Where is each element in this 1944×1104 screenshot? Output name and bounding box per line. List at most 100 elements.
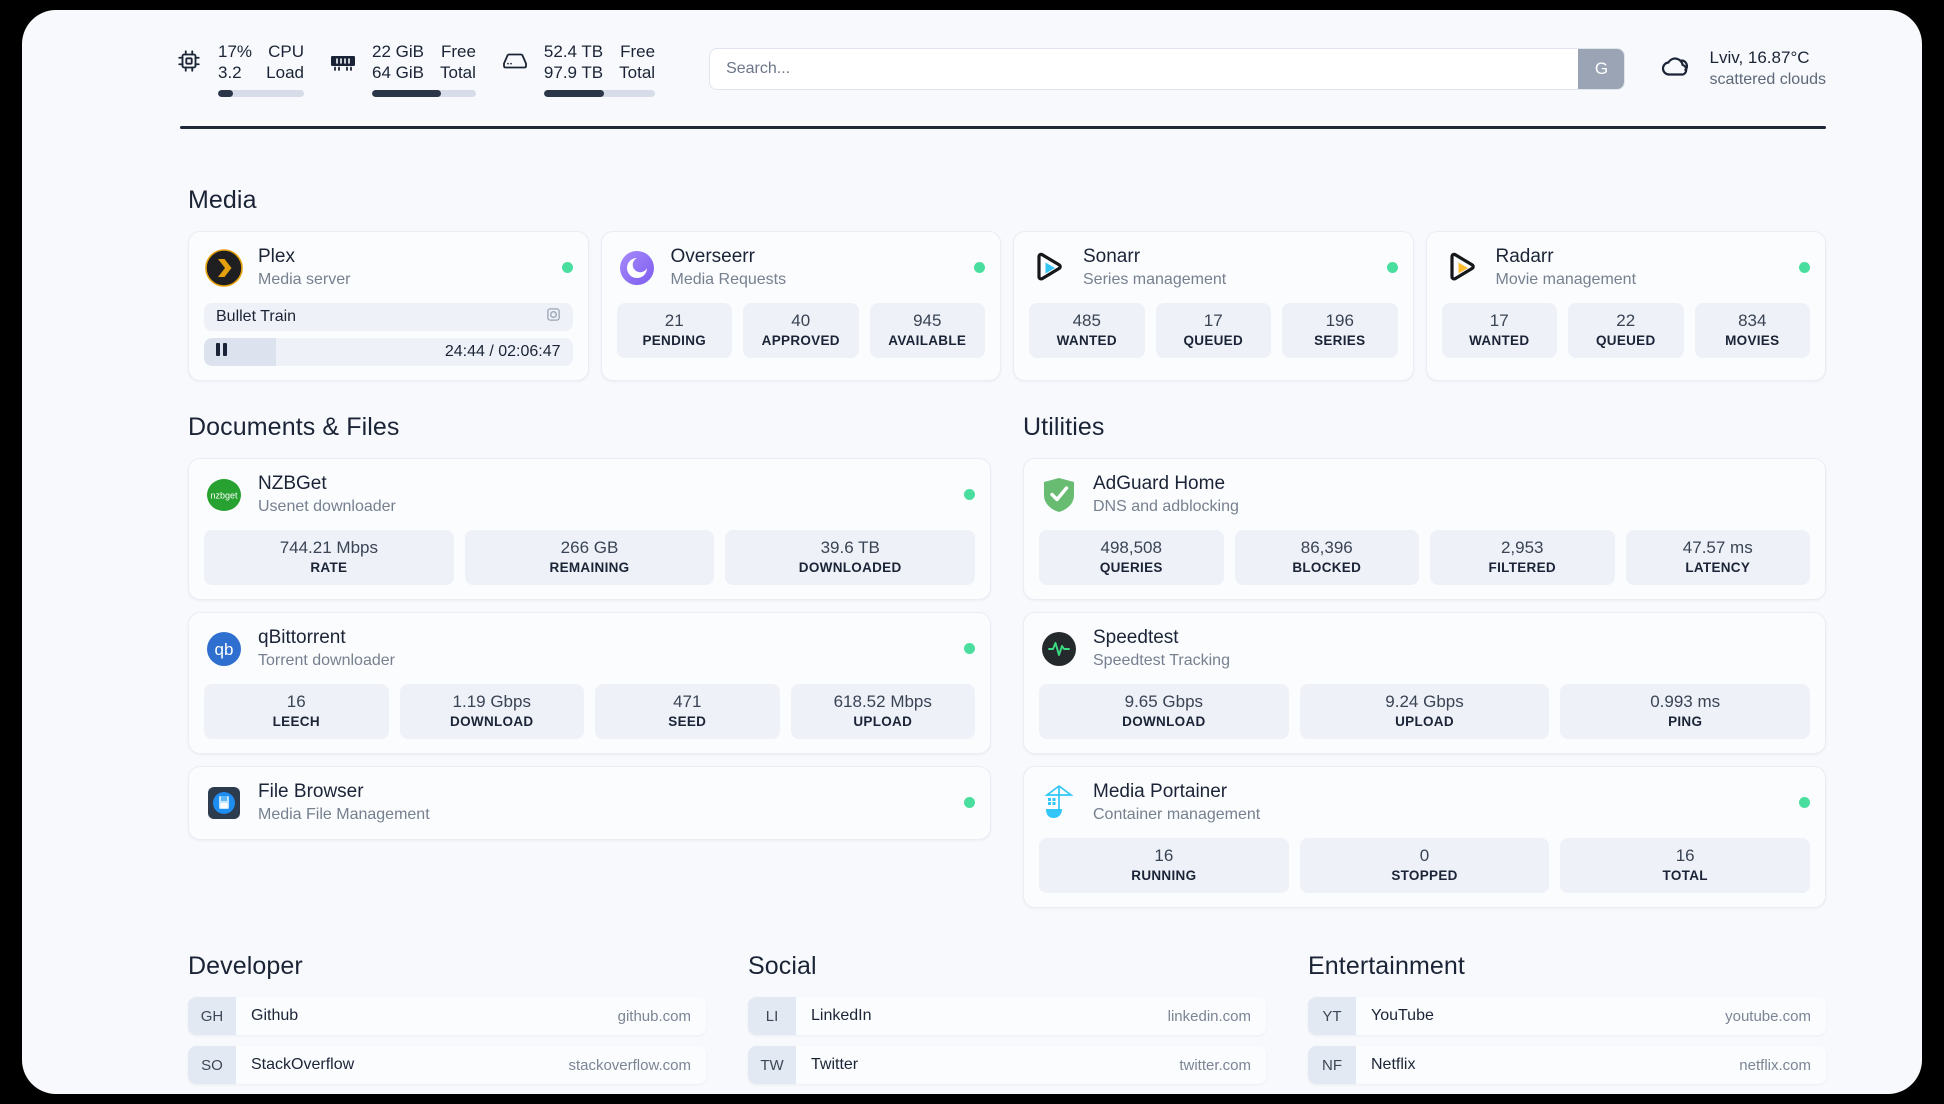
bookmark-url: linkedin.com <box>1167 1007 1251 1025</box>
stat-item: 945 AVAILABLE <box>869 303 985 358</box>
status-indicator <box>1799 797 1810 808</box>
service-name: Radarr <box>1495 246 1554 267</box>
service-card-file-browser[interactable]: File Browser Media File Management <box>188 766 991 840</box>
stat-value: 744.21 Mbps <box>279 538 378 557</box>
search-input[interactable] <box>710 60 1579 78</box>
status-indicator <box>561 262 573 273</box>
weather-condition: scattered clouds <box>1709 71 1826 88</box>
stat-value: 196 <box>1325 311 1354 330</box>
dashboard-main: Media Plex Media server <box>22 142 1922 1094</box>
disk-label-top: Free <box>620 42 656 61</box>
service-name: qBittorrent <box>258 627 346 648</box>
service-card-sonarr[interactable]: Sonarr Series management 485 WANTED 17 Q… <box>1013 231 1414 381</box>
bookmark-name: Github <box>251 1007 299 1024</box>
header-divider <box>180 126 1826 129</box>
now-playing-time: 24:44 / 02:06:47 <box>444 343 561 360</box>
section-title-utilities: Utilities <box>1023 413 1105 441</box>
status-indicator <box>964 489 975 500</box>
bookmark-name: LinkedIn <box>811 1007 872 1024</box>
service-card-radarr[interactable]: Radarr Movie management 17 WANTED 22 QUE… <box>1425 231 1826 381</box>
stat-value: 16 <box>1154 846 1174 865</box>
stat-label: RATE <box>310 560 348 575</box>
stat-item: 16 RUNNING <box>1039 838 1289 893</box>
service-name: Sonarr <box>1083 246 1141 267</box>
bookmark-item-stackoverflow[interactable]: SO StackOverflow stackoverflow.com <box>188 1046 706 1084</box>
bookmark-group-social: Social LI LinkedIn linkedin.com TW Twitt… <box>748 952 1266 1094</box>
plex-icon <box>204 248 244 288</box>
adguard-shield-icon <box>1039 475 1079 515</box>
stat-label: DOWNLOAD <box>450 714 534 729</box>
card-header: Sonarr Series management <box>1029 245 1398 290</box>
column-documents: Documents & Files nzbget NZBGet Usenet d… <box>188 413 991 908</box>
stat-row: 17 WANTED 22 QUEUED 834 MOVIES <box>1441 303 1810 358</box>
card-header: AdGuard Home DNS and adblocking <box>1039 472 1810 517</box>
stat-item: 40 APPROVED <box>743 303 859 358</box>
bookmark-item-youtube[interactable]: YT YouTube youtube.com <box>1308 997 1826 1035</box>
stat-label: UPLOAD <box>1395 714 1454 729</box>
bookmark-list: LI LinkedIn linkedin.com TW Twitter twit… <box>748 997 1266 1094</box>
stat-item: 1.19 Gbps DOWNLOAD <box>399 684 584 739</box>
bookmark-url: youtube.com <box>1725 1007 1811 1025</box>
system-monitors: 17% CPU 3.2 Load <box>172 41 656 97</box>
stat-item: 39.6 TB DOWNLOADED <box>725 530 976 585</box>
stat-item: 9.65 Gbps DOWNLOAD <box>1039 684 1289 739</box>
service-card-qbittorrent[interactable]: qb qBittorrent Torrent downloader 16 LEE… <box>188 612 991 754</box>
stat-item: 17 QUEUED <box>1155 303 1271 358</box>
stat-label: AVAILABLE <box>888 333 967 348</box>
search-engine-button[interactable]: G <box>1578 49 1625 89</box>
service-card-plex[interactable]: Plex Media server Bullet Train <box>188 231 589 381</box>
stat-row: 744.21 Mbps RATE 266 GB REMAINING 39.6 T… <box>204 530 976 585</box>
stat-label: FILTERED <box>1488 560 1556 575</box>
bookmark-item-github[interactable]: GH Github github.com <box>188 997 706 1035</box>
now-playing-title: Bullet Train <box>216 308 297 325</box>
bookmark-badge: YT <box>1308 997 1356 1035</box>
card-header: File Browser Media File Management <box>204 780 975 825</box>
service-name: Plex <box>258 246 295 267</box>
weather-widget: Lviv, 16.87°C scattered clouds <box>1659 47 1826 91</box>
stat-label: SERIES <box>1314 333 1366 348</box>
service-card-nzbget[interactable]: nzbget NZBGet Usenet downloader 744.21 M… <box>188 458 991 600</box>
stat-label: LEECH <box>272 714 320 729</box>
bookmark-item-netflix[interactable]: NF Netflix netflix.com <box>1308 1046 1826 1084</box>
bookmark-item-twitter[interactable]: TW Twitter twitter.com <box>748 1046 1266 1084</box>
bookmark-item-linkedin[interactable]: LI LinkedIn linkedin.com <box>748 997 1266 1035</box>
stat-item: 498,508 QUERIES <box>1039 530 1224 585</box>
bookmark-name: Netflix <box>1371 1056 1416 1073</box>
stat-label: LATENCY <box>1685 560 1751 575</box>
stat-item: 22 QUEUED <box>1568 303 1684 358</box>
service-card-adguard-home[interactable]: AdGuard Home DNS and adblocking 498,508 … <box>1023 458 1826 600</box>
section-title-media: Media <box>188 186 257 214</box>
cpu-icon <box>172 41 206 81</box>
stat-value: 86,396 <box>1300 538 1353 557</box>
stat-value: 16 <box>286 692 306 711</box>
service-description: Series management <box>1083 271 1227 288</box>
service-card-speedtest[interactable]: Speedtest Speedtest Tracking 9.65 Gbps D… <box>1023 612 1826 754</box>
stat-label: DOWNLOAD <box>1122 714 1206 729</box>
file-browser-icon <box>204 783 244 823</box>
cast-icon[interactable] <box>546 307 561 327</box>
stat-row: 21 PENDING 40 APPROVED 945 AVAILABLE <box>616 303 985 358</box>
pause-icon[interactable] <box>216 343 227 361</box>
bookmark-group-entertainment: Entertainment YT YouTube youtube.com NF … <box>1308 952 1826 1094</box>
stat-label: MOVIES <box>1725 333 1780 348</box>
stat-value: 22 <box>1616 311 1636 330</box>
search-engine-label: G <box>1594 59 1609 78</box>
stat-row: 16 LEECH 1.19 Gbps DOWNLOAD 471 SEED 6 <box>204 684 975 739</box>
service-card-media-portainer[interactable]: Media Portainer Container management 16 … <box>1023 766 1826 908</box>
search-bar[interactable]: G <box>709 48 1626 90</box>
cpu-load-value: 3.2 <box>218 63 242 82</box>
service-card-overseerr[interactable]: Overseerr Media Requests 21 PENDING 40 A… <box>600 231 1001 381</box>
progress-fill <box>204 338 276 366</box>
stat-label: UPLOAD <box>853 714 913 729</box>
stat-label: STOPPED <box>1391 868 1458 883</box>
now-playing-progress[interactable]: 24:44 / 02:06:47 <box>204 338 573 366</box>
stat-row: 16 RUNNING 0 STOPPED 16 TOTAL <box>1039 838 1811 893</box>
stat-value: 21 <box>664 311 684 330</box>
bookmark-badge: TW <box>748 1046 796 1084</box>
card-header: Overseerr Media Requests <box>617 245 985 290</box>
stat-row: 485 WANTED 17 QUEUED 196 SERIES <box>1029 303 1398 358</box>
cpu-label-bottom: Load <box>266 63 304 82</box>
cpu-progress-bar <box>218 90 304 97</box>
stat-item: 2,953 FILTERED <box>1430 530 1615 585</box>
card-header: nzbget NZBGet Usenet downloader <box>204 472 975 517</box>
